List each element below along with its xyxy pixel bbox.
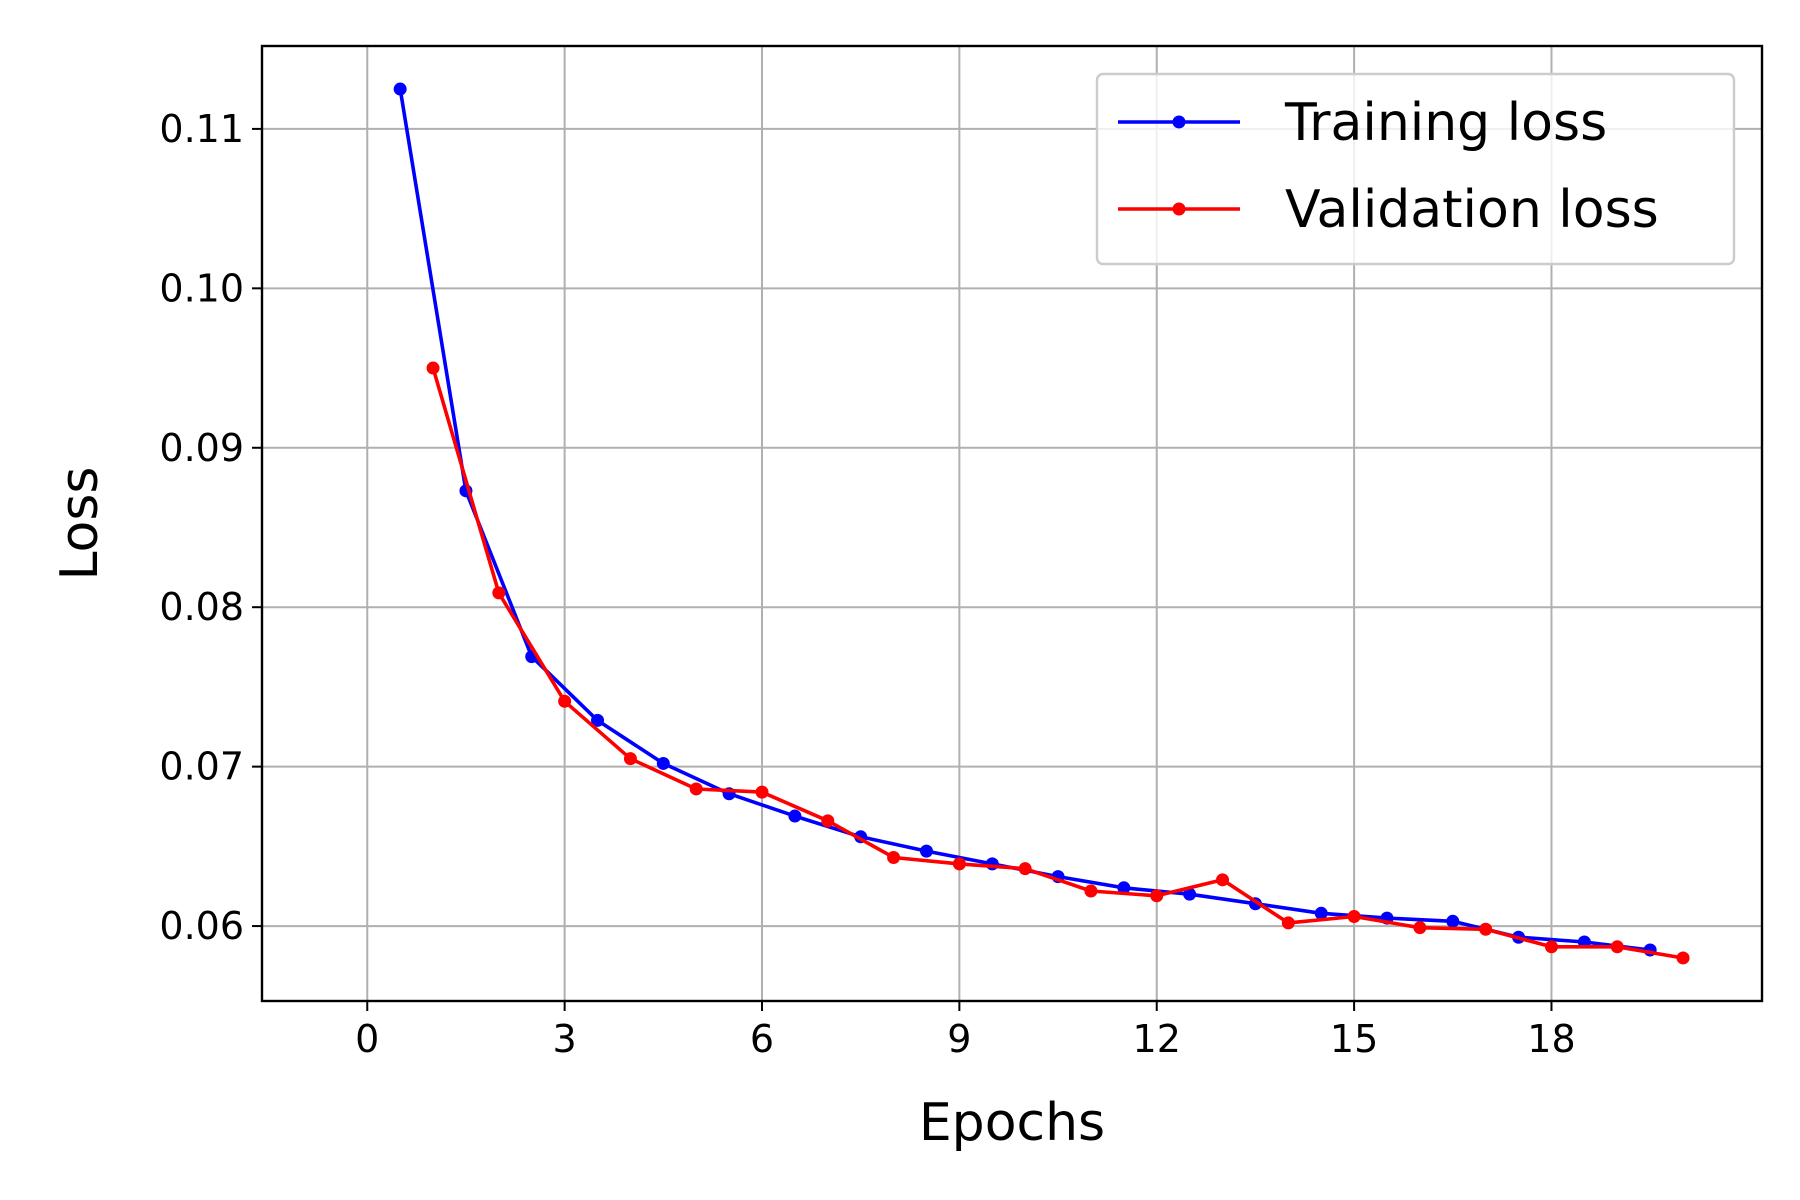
data-point [1018,862,1032,876]
data-point [919,844,933,858]
data-point [1479,922,1493,936]
data-point [821,814,835,828]
y-tick-label: 0.10 [159,266,244,310]
data-point [1347,910,1361,924]
y-tick-label: 0.08 [159,585,244,629]
legend-marker [1172,115,1186,129]
data-point [1676,951,1690,965]
data-point [393,82,407,96]
plot-frame [260,44,1764,1003]
x-tick-label: 9 [947,1017,971,1061]
legend-marker [1172,202,1186,216]
data-point [887,851,901,865]
grid [262,46,1762,1001]
series-2 [426,361,1690,965]
x-axis-label: Epochs [919,1093,1105,1153]
y-tick-label: 0.06 [159,904,244,948]
data-point [1150,889,1164,903]
series-lines [393,82,1690,965]
y-tick-label: 0.11 [159,107,244,151]
data-point [1446,914,1460,928]
legend-item: Validation loss [1118,180,1659,240]
legend: Training loss Validation loss [1095,72,1736,266]
data-point [952,857,966,871]
data-point [1314,906,1328,920]
data-point [1183,887,1197,901]
legend-label: Validation loss [1285,180,1659,240]
data-point [1610,940,1624,954]
axis-ticks: 0 3 6 9 12 15 18 0.06 0.07 0.08 0.09 0.10 0.11 [159,107,1575,1061]
data-point [985,857,999,871]
data-point [1544,940,1558,954]
data-point [689,782,703,796]
data-point [558,694,572,708]
x-tick-label: 12 [1133,1017,1181,1061]
legend-box [1095,72,1736,266]
data-point [1413,921,1427,935]
data-point [492,586,506,600]
x-tick-label: 18 [1527,1017,1575,1061]
data-point [1117,881,1131,895]
data-point [591,713,605,727]
x-tick-label: 3 [553,1017,577,1061]
y-tick-label: 0.07 [159,745,244,789]
data-point [1084,884,1098,898]
x-tick-label: 15 [1330,1017,1378,1061]
x-tick-label: 0 [355,1017,379,1061]
data-point [656,756,670,770]
x-tick-label: 6 [750,1017,774,1061]
series-line [431,367,1684,960]
data-point [1216,873,1230,887]
legend-label: Training loss [1284,93,1607,153]
data-point [426,361,440,375]
y-tick-label: 0.09 [159,426,244,470]
y-axis-label: Loss [50,466,110,580]
data-point [755,785,769,799]
legend-item: Training loss [1118,93,1607,153]
data-point [1281,916,1295,930]
data-point [788,809,802,823]
data-point [623,752,637,766]
